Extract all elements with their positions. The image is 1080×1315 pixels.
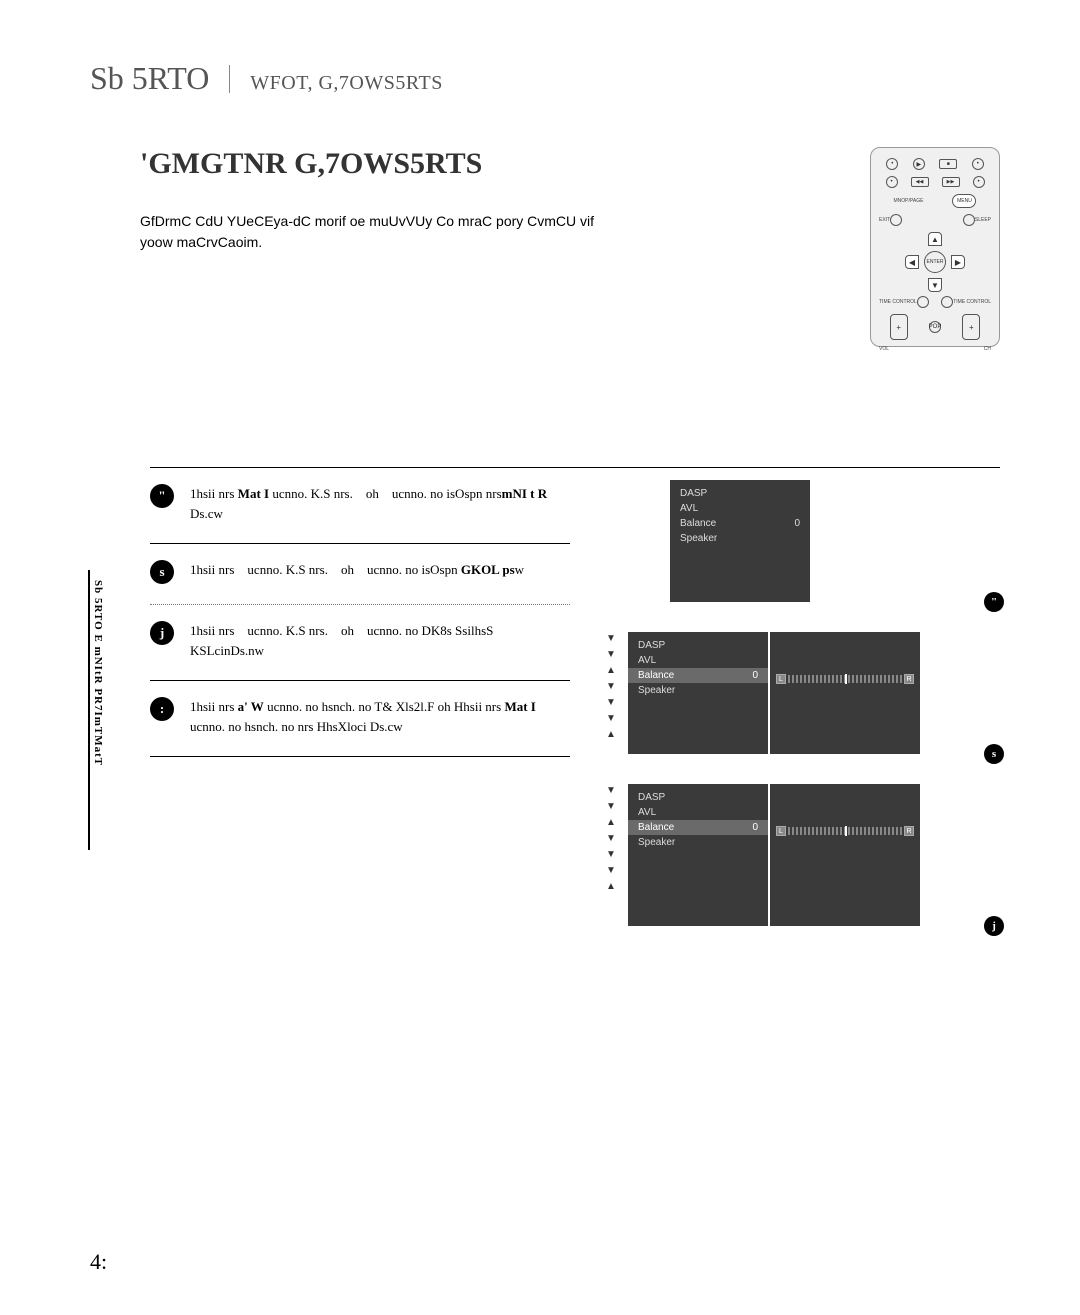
dpad-right-icon: ▶ [951, 255, 965, 269]
remote-ch-btn: + [962, 314, 980, 340]
remote-btn: • [973, 176, 985, 188]
remote-dpad: ▲ ▼ ◀ ▶ ENTER [905, 232, 965, 292]
arrow-down-icon: ▼ [606, 866, 626, 876]
step-row: j 1hsii nrs ucnno. K.S nrs. oh ucnno. no… [150, 604, 570, 680]
arrow-down-icon: ▼ [606, 634, 626, 644]
osd-item: DASP [670, 486, 810, 501]
osd-menu: DASP AVL Balance0 Speaker [628, 784, 768, 926]
osd-item: DASP [628, 790, 768, 805]
step-badge: " [150, 484, 174, 508]
remote-sleep-btn [963, 214, 975, 226]
remote-pop-btn: POP [929, 321, 941, 333]
remote-menu-btn: MENU [952, 194, 976, 208]
remote-sleep-label: SLEEP [975, 217, 991, 223]
osd-panel: L R [770, 784, 920, 926]
arrow-down-icon: ▼ [606, 834, 626, 844]
remote-btn: • [972, 158, 984, 170]
dpad-left-icon: ◀ [905, 255, 919, 269]
remote-time-r: TIME CONTROL [953, 299, 991, 305]
arrow-up-icon: ▲ [606, 730, 626, 740]
osd-item: AVL [628, 653, 768, 668]
step-row: " 1hsii nrs Mat I ucnno. K.S nrs. oh ucn… [150, 467, 570, 543]
remote-illustration: • ▶ ■ • • ◀◀ ▶▶ • MNOP/PAGE MENU EXIT SL… [870, 147, 1000, 347]
remote-ch-label: CH [984, 346, 991, 352]
step-text: 1hsii nrs a' W ucnno. no hsnch. no T& Xl… [190, 697, 570, 736]
remote-label: MNOP/PAGE [894, 198, 924, 204]
remote-vol-label: VOL [879, 346, 889, 352]
step-text: 1hsii nrs ucnno. K.S nrs. oh ucnno. no i… [190, 560, 524, 584]
osd-item: Speaker [628, 835, 768, 850]
remote-btn: ■ [939, 159, 957, 169]
screens-column: DASP AVL Balance0 Speaker " ▼ ▼ ▲ ▼ [580, 467, 1000, 956]
steps-column: " 1hsii nrs Mat I ucnno. K.S nrs. oh ucn… [90, 467, 570, 757]
header-divider [229, 65, 230, 93]
balance-slider: L R [776, 826, 914, 836]
osd-menu: DASP AVL Balance0 Speaker [670, 480, 810, 602]
remote-btn [917, 296, 929, 308]
screen-badge: s [984, 744, 1004, 764]
osd-screen-2: ▼ ▼ ▲ ▼ ▼ ▼ ▲ DASP AVL Balance0 Speaker [580, 632, 1000, 754]
osd-item: Balance0 [670, 516, 810, 531]
remote-exit-label: EXIT [879, 217, 890, 223]
osd-screen-3: ▼ ▼ ▲ ▼ ▼ ▼ ▲ DASP AVL Balance0 Speaker [580, 784, 1000, 926]
dpad-up-icon: ▲ [928, 232, 942, 246]
arrow-down-icon: ▼ [606, 802, 626, 812]
osd-arrows: ▼ ▼ ▲ ▼ ▼ ▼ ▲ [606, 784, 626, 926]
arrow-up-icon: ▲ [606, 882, 626, 892]
osd-panel: L R [770, 632, 920, 754]
arrow-down-icon: ▼ [606, 714, 626, 724]
remote-btn: ◀◀ [911, 177, 929, 187]
remote-btn: ▶▶ [942, 177, 960, 187]
step-text: 1hsii nrs ucnno. K.S nrs. oh ucnno. no D… [190, 621, 570, 660]
osd-item: AVL [628, 805, 768, 820]
remote-btn: • [886, 176, 898, 188]
balance-slider: L R [776, 674, 914, 684]
remote-btn: • [886, 158, 898, 170]
step-text: 1hsii nrs Mat I ucnno. K.S nrs. oh ucnno… [190, 484, 570, 523]
osd-item-selected: Balance0 [628, 668, 768, 683]
osd-arrows: ▼ ▼ ▲ ▼ ▼ ▼ ▲ [606, 632, 626, 754]
remote-btn: ▶ [913, 158, 925, 170]
chapter-subtitle: WFOT, G,7OWS5RTS [250, 72, 443, 95]
step-badge: j [150, 621, 174, 645]
remote-time-l: TIME CONTROL [879, 299, 917, 305]
osd-screen-1: DASP AVL Balance0 Speaker " [580, 467, 1000, 602]
dpad-down-icon: ▼ [928, 278, 942, 292]
page-title: 'GMGTNR G,7OWS5RTS [140, 147, 830, 181]
step-badge: : [150, 697, 174, 721]
arrow-down-icon: ▼ [606, 698, 626, 708]
remote-exit-btn [890, 214, 902, 226]
slider-left-icon: L [776, 826, 786, 836]
slider-right-icon: R [904, 826, 914, 836]
arrow-up-icon: ▲ [606, 818, 626, 828]
arrow-down-icon: ▼ [606, 650, 626, 660]
screen-badge: " [984, 592, 1004, 612]
slider-right-icon: R [904, 674, 914, 684]
step-row: : 1hsii nrs a' W ucnno. no hsnch. no T& … [150, 680, 570, 757]
osd-item-selected: Balance0 [628, 820, 768, 835]
header: Sb 5RTO WFOT, G,7OWS5RTS [90, 60, 1000, 97]
osd-item: Speaker [670, 531, 810, 546]
screen-badge: j [984, 916, 1004, 936]
intro-text: GfDrmC CdU YUeCEya-dC morif oe muUvVUy C… [140, 211, 620, 253]
arrow-up-icon: ▲ [606, 666, 626, 676]
arrow-down-icon: ▼ [606, 682, 626, 692]
chapter-label: Sb 5RTO [90, 60, 209, 97]
slider-left-icon: L [776, 674, 786, 684]
arrow-down-icon: ▼ [606, 850, 626, 860]
side-tab-text: Sb 5RTO E mNItR PR7ImTMatT [90, 570, 106, 850]
page-number: 4: [90, 1249, 107, 1275]
osd-menu: DASP AVL Balance0 Speaker [628, 632, 768, 754]
step-badge: s [150, 560, 174, 584]
osd-item: DASP [628, 638, 768, 653]
side-tab: Sb 5RTO E mNItR PR7ImTMatT [88, 570, 106, 850]
osd-item: AVL [670, 501, 810, 516]
arrow-down-icon: ▼ [606, 786, 626, 796]
remote-enter-btn: ENTER [924, 251, 946, 273]
step-row: s 1hsii nrs ucnno. K.S nrs. oh ucnno. no… [150, 543, 570, 604]
remote-btn [941, 296, 953, 308]
remote-vol-btn: + [890, 314, 908, 340]
osd-item: Speaker [628, 683, 768, 698]
